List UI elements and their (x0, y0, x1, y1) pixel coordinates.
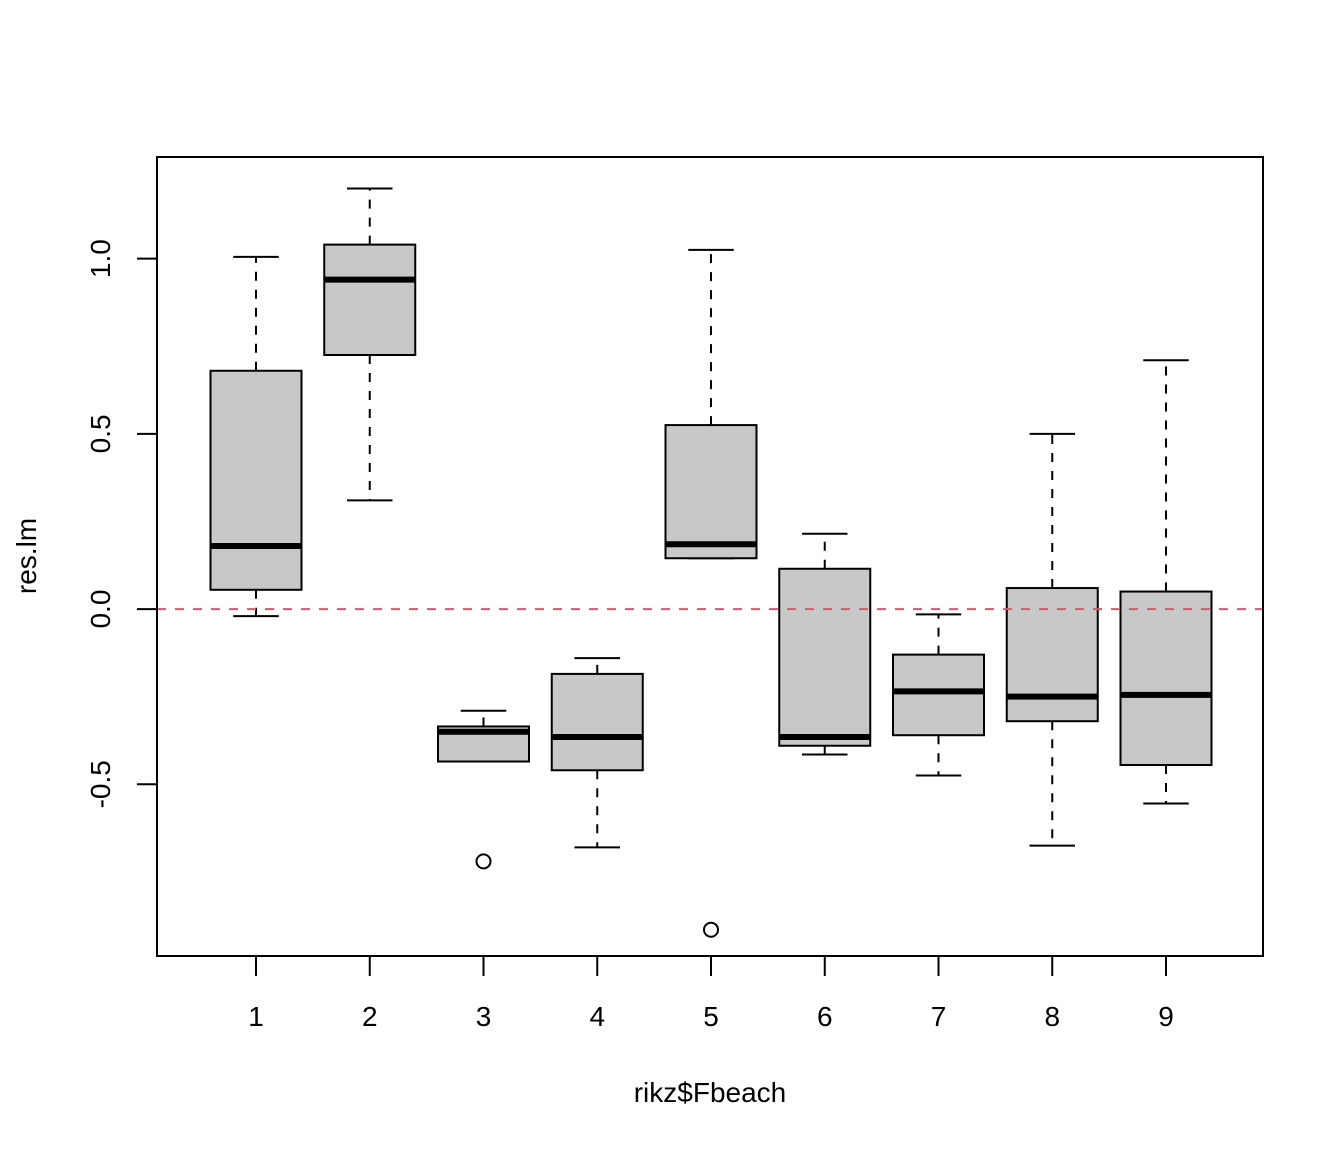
x-tick-label: 1 (248, 1001, 264, 1032)
iqr-box (323, 243, 417, 356)
x-tick-label: 2 (362, 1001, 378, 1032)
outlier-point (475, 853, 492, 870)
x-axis-title: rikz$Fbeach (634, 1077, 787, 1108)
box-group-6 (778, 532, 872, 756)
iqr-box (778, 567, 872, 747)
y-tick-label: -0.5 (85, 760, 116, 808)
iqr-box (1119, 590, 1213, 767)
box-group-7 (892, 613, 985, 777)
x-tick-label: 8 (1044, 1001, 1060, 1032)
box-group-4 (550, 657, 644, 849)
x-tick-label: 6 (817, 1001, 833, 1032)
y-tick-label: 0.5 (85, 414, 116, 453)
iqr-box (892, 653, 985, 737)
x-tick-label: 5 (703, 1001, 719, 1032)
outlier-point (703, 921, 719, 938)
plot-frame (156, 156, 1264, 957)
x-tick-label: 9 (1158, 1001, 1174, 1032)
x-tick-label: 7 (931, 1001, 947, 1032)
chart-data-layer (157, 187, 1263, 938)
y-axis-title: res.lm (11, 518, 42, 594)
y-tick-label: 1.0 (85, 239, 116, 278)
box-group-5 (664, 248, 758, 938)
x-tick-label: 3 (476, 1001, 492, 1032)
box-group-8 (1005, 432, 1099, 847)
y-tick-label: 0.0 (85, 590, 116, 629)
iqr-box (209, 369, 303, 591)
x-tick-label: 4 (589, 1001, 605, 1032)
iqr-box (664, 424, 758, 560)
iqr-box (550, 672, 644, 772)
iqr-box (1005, 587, 1099, 723)
box-group-1 (209, 255, 303, 618)
box-group-9 (1119, 359, 1213, 805)
box-group-2 (323, 187, 417, 502)
box-group-3 (437, 709, 530, 870)
